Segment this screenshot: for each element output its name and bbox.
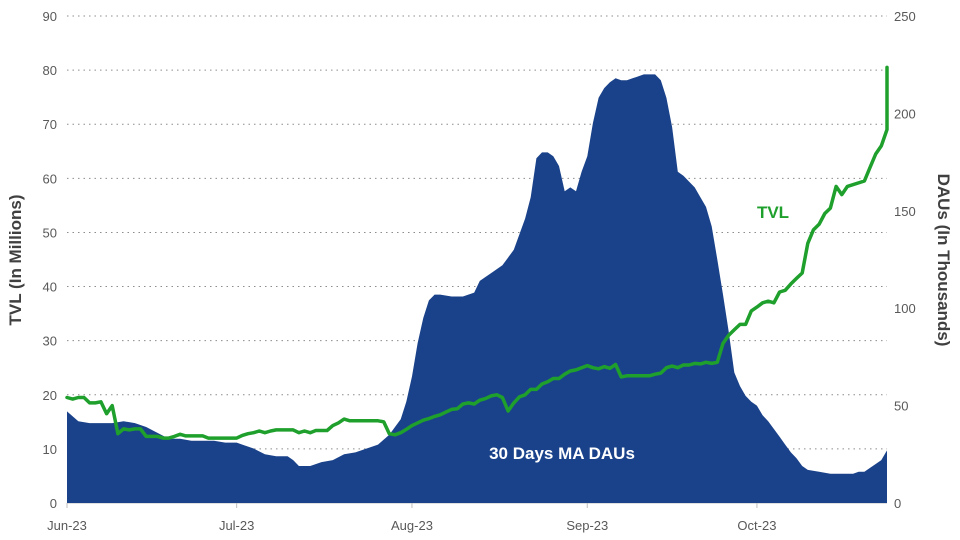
right-axis-title: DAUs (In Thousands): [934, 174, 953, 347]
x-tick-label: Aug-23: [391, 518, 433, 533]
tvl-line: [65, 65, 889, 440]
right-axis-ticks: 0 50 100 150 200 250: [894, 9, 916, 511]
right-tick-label: 150: [894, 204, 916, 219]
left-tick-label: 20: [43, 388, 57, 403]
right-tick-label: 200: [894, 106, 916, 121]
left-tick-label: 10: [43, 442, 57, 457]
left-tick-label: 30: [43, 334, 57, 349]
x-tick-label: Sep-23: [566, 518, 608, 533]
tvl-series-label: TVL: [757, 203, 789, 222]
right-tick-label: 0: [894, 496, 901, 511]
dau-area-layer: [67, 74, 887, 504]
left-tick-label: 60: [43, 171, 57, 186]
left-tick-label: 50: [43, 225, 57, 240]
x-tick-label: Jun-23: [47, 518, 87, 533]
x-tick-label: Jul-23: [219, 518, 254, 533]
dau-area: [67, 74, 887, 504]
left-tick-label: 0: [50, 496, 57, 511]
right-tick-label: 250: [894, 9, 916, 24]
left-axis-ticks: 0 10 20 30 40 50 60 70 80 90: [43, 9, 57, 511]
left-tick-label: 40: [43, 280, 57, 295]
tvl-line-layer: [65, 65, 889, 440]
left-axis-title: TVL (In Millions): [6, 195, 25, 326]
left-tick-label: 70: [43, 117, 57, 132]
x-tick-label: Oct-23: [737, 518, 776, 533]
x-axis-ticks: Jun-23 Jul-23 Aug-23 Sep-23 Oct-23: [47, 503, 776, 533]
right-tick-label: 100: [894, 301, 916, 316]
right-tick-label: 50: [894, 399, 908, 414]
dau-series-label: 30 Days MA DAUs: [489, 444, 635, 463]
left-tick-label: 90: [43, 9, 57, 24]
left-tick-label: 80: [43, 63, 57, 78]
